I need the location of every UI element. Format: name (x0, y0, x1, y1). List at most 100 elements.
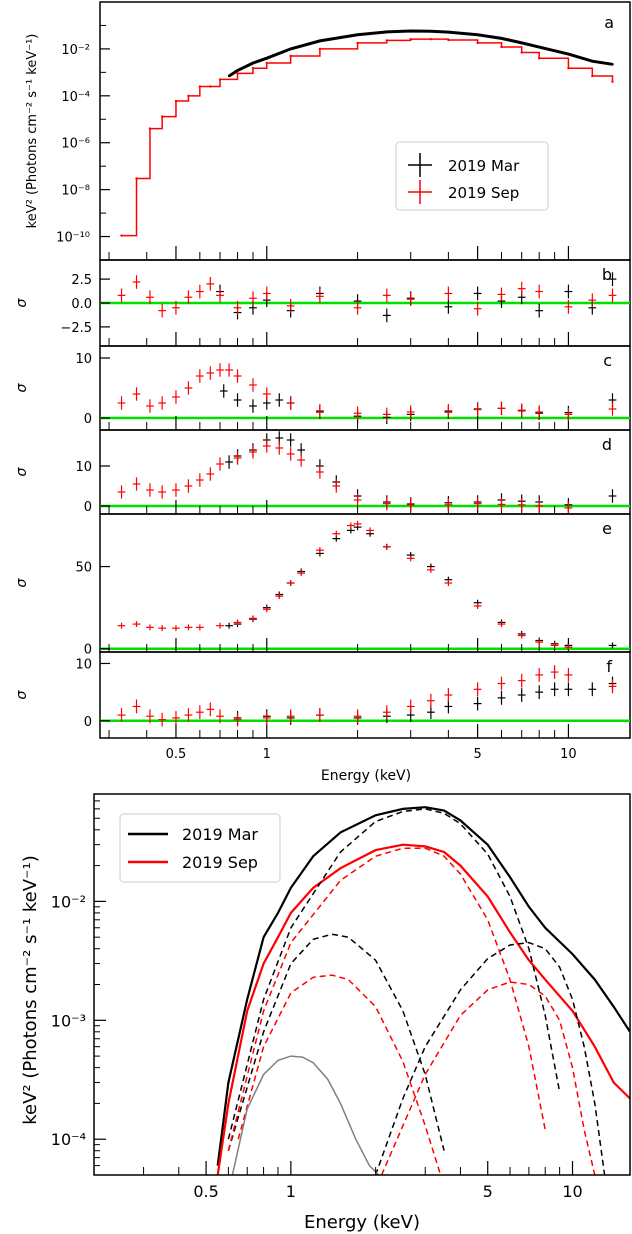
y-axis-label: keV² (Photons cm⁻² s⁻¹ keV⁻¹) (25, 34, 40, 229)
data-point (520, 41, 523, 45)
y-axis-label: σ (14, 689, 30, 699)
y-tick-label: 10⁻⁴ (61, 90, 90, 105)
data-point (160, 115, 164, 118)
y-tick-label: 10⁻⁸ (61, 184, 90, 199)
data-point (236, 72, 239, 75)
x-tick-label: 0.5 (193, 1182, 218, 1201)
data-point (227, 74, 231, 78)
data-point (218, 78, 222, 81)
panel-letter: b (602, 265, 612, 284)
x-tick-label: 1 (263, 747, 271, 762)
y-tick-label: 10⁻² (51, 892, 86, 911)
data-point (251, 67, 255, 70)
legend-label: 2019 Mar (448, 157, 520, 175)
x-tick-label: 0.5 (166, 747, 187, 762)
legend: 2019 Mar 2019 Sep (395, 141, 549, 211)
data-point (187, 94, 190, 98)
x-tick-label: 5 (483, 1182, 493, 1201)
data-point (447, 38, 450, 42)
model-component-line (227, 847, 546, 1151)
panel-d: 0 10 σ d (14, 429, 631, 515)
x-tick-label: 1 (286, 1182, 296, 1201)
data-point (500, 37, 503, 40)
data-point (356, 41, 359, 45)
legend-label: 2019 Sep (182, 853, 258, 872)
y-tick-label: −2.5 (60, 321, 92, 336)
data-point (591, 74, 594, 78)
data-point (289, 47, 292, 51)
data-point (135, 177, 138, 180)
data-point (318, 47, 322, 51)
model-components-panel: 0.5 1 5 10 10⁻⁴ 10⁻³ 10⁻² keV² (Photons cm⁻² s⁻… (20, 793, 631, 1233)
model-total-line (216, 806, 630, 1166)
y-axis-label: σ (14, 466, 30, 476)
legend: 2019 Mar 2019 Sep (119, 813, 281, 883)
data-point (429, 37, 433, 41)
panel-f: 0 10 σ f (14, 651, 631, 739)
legend-box (119, 813, 281, 883)
data-point (537, 45, 541, 49)
data-point (318, 39, 322, 43)
y-tick-label: 10⁻⁶ (61, 137, 90, 152)
y-tick-label: 10 (75, 657, 92, 672)
y-tick-label: 0 (84, 500, 92, 515)
data-point (356, 33, 359, 36)
data-point (385, 39, 389, 42)
data-point (567, 52, 570, 56)
y-tick-label: 50 (75, 561, 92, 576)
y-axis-label: σ (14, 577, 30, 587)
data-point (198, 85, 202, 88)
data-point (148, 127, 152, 130)
data-point (236, 69, 239, 72)
y-axis-label: keV² (Photons cm⁻² s⁻¹ keV⁻¹) (20, 855, 41, 1125)
data-point (265, 57, 268, 60)
x-tick-label: 10 (562, 1182, 582, 1201)
legend-label: 2019 Mar (182, 825, 258, 844)
y-tick-label: 10⁻¹⁰ (56, 231, 90, 246)
data-point (174, 99, 178, 103)
panel-letter: a (604, 13, 614, 32)
data-point (251, 61, 255, 65)
y-tick-label: 0 (84, 715, 92, 730)
y-axis-label: σ (14, 382, 30, 392)
data-point (209, 85, 212, 88)
model-component-line (227, 808, 561, 1140)
panel-letter: e (602, 519, 612, 538)
panel-frame (99, 651, 631, 739)
panel-a: 10⁻¹⁰ 10⁻⁸ 10⁻⁶ 10⁻⁴ 10⁻² keV² (Photons cm⁻² … (25, 1, 631, 261)
panel-letter: f (606, 657, 612, 676)
y-tick-label: 10 (75, 460, 92, 475)
data-point (409, 37, 412, 41)
y-tick-label: 0.0 (71, 297, 92, 312)
y-tick-label: 2.5 (71, 273, 92, 288)
x-axis-label: Energy (keV) (304, 1212, 420, 1233)
y-axis-label: σ (14, 297, 30, 307)
data-point (476, 33, 479, 36)
x-tick-label: 10 (560, 747, 577, 762)
data-point (265, 61, 268, 65)
model-lines (216, 806, 630, 1175)
y-tick-label: 10⁻³ (51, 1011, 86, 1030)
model-total-line (216, 843, 630, 1175)
legend-box (395, 141, 549, 211)
data-point (500, 45, 503, 49)
x-axis-label: Energy (keV) (321, 768, 411, 784)
data-point (385, 30, 389, 34)
panel-letter: c (603, 351, 612, 370)
data-point (289, 54, 292, 58)
series-line (228, 29, 613, 78)
panel-frame (99, 513, 631, 653)
y-tick-label: 0 (84, 412, 92, 427)
x-tick-label: 5 (473, 747, 481, 762)
panel-frame (99, 429, 631, 515)
y-tick-label: 10 (75, 352, 92, 367)
data-point (447, 30, 450, 34)
model-total-line (231, 1055, 380, 1175)
model-component-line (237, 974, 442, 1175)
data-point (591, 59, 594, 63)
panel-b: −2.5 0.0 2.5 σ b (14, 259, 631, 347)
y-tick-label: 0 (84, 643, 92, 658)
data-point (611, 63, 614, 66)
panel-c: 0 10 σ c (14, 345, 631, 431)
